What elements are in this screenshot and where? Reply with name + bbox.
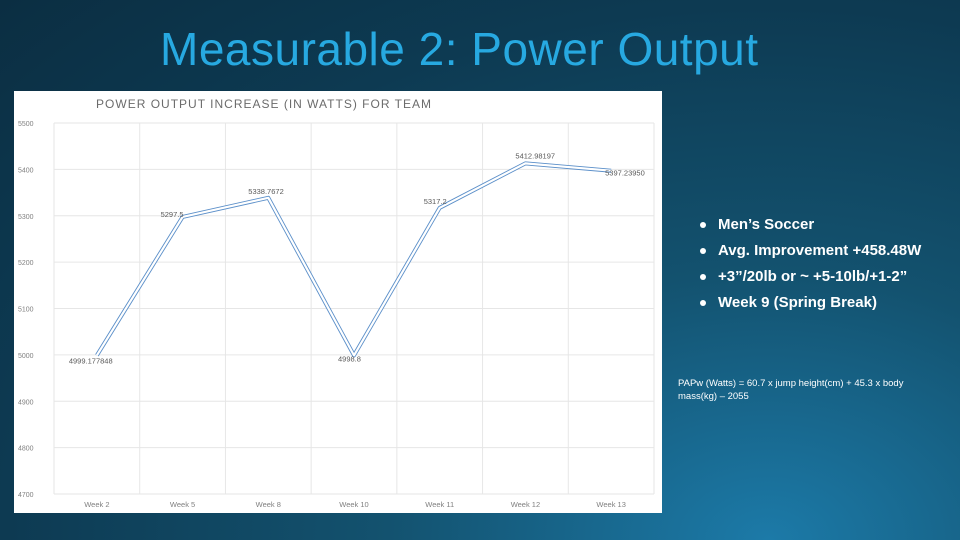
series-line-outline bbox=[95, 161, 612, 358]
data-label: 5338.7672 bbox=[248, 187, 283, 196]
y-tick-label: 4800 bbox=[18, 446, 34, 453]
y-tick-label: 5200 bbox=[18, 260, 34, 267]
slide-title: Measurable 2: Power Output bbox=[160, 23, 759, 75]
bullet-text: Men’s Soccer bbox=[718, 216, 815, 233]
x-tick-label: Week 8 bbox=[256, 500, 281, 509]
y-tick-label: 5500 bbox=[18, 121, 34, 128]
data-label: 5412.98197 bbox=[515, 151, 555, 160]
bullet-item: Week 9 (Spring Break) bbox=[700, 290, 950, 316]
x-tick-label: Week 5 bbox=[170, 500, 195, 509]
bullet-dot-icon bbox=[700, 222, 706, 228]
data-label: 5397.23950 bbox=[605, 169, 645, 178]
x-tick-label: Week 11 bbox=[425, 500, 454, 509]
chart-title: POWER OUTPUT INCREASE (IN WATTS) FOR TEA… bbox=[96, 97, 432, 111]
x-tick-label: Week 10 bbox=[339, 500, 368, 509]
bullet-list: Men’s Soccer Avg. Improvement +458.48W +… bbox=[700, 212, 950, 316]
y-tick-label: 5100 bbox=[18, 307, 34, 314]
data-label: 4999.177848 bbox=[69, 356, 113, 365]
bullet-text: Avg. Improvement +458.48W bbox=[718, 242, 922, 259]
bullet-dot-icon bbox=[700, 248, 706, 254]
data-label: 5297.5 bbox=[161, 210, 184, 219]
bullet-text: Week 9 (Spring Break) bbox=[718, 294, 877, 311]
bullet-dot-icon bbox=[700, 274, 706, 280]
y-tick-label: 5000 bbox=[18, 353, 34, 360]
chart-card: POWER OUTPUT INCREASE (IN WATTS) FOR TEA… bbox=[14, 91, 662, 513]
x-tick-label: Week 12 bbox=[511, 500, 540, 509]
x-tick-label: Week 2 bbox=[84, 500, 109, 509]
bullet-item: Avg. Improvement +458.48W bbox=[700, 238, 950, 264]
bullet-dot-icon bbox=[700, 300, 706, 306]
series-line-layer bbox=[95, 161, 612, 358]
data-label-layer: 4999.177848 5297.5 5338.7672 4998.8 5317.2 54… bbox=[69, 151, 645, 365]
grid-layer bbox=[53, 122, 655, 495]
x-tick-label: Week 13 bbox=[596, 500, 625, 509]
y-tick-label: 4900 bbox=[18, 399, 34, 406]
y-tick-label: 5400 bbox=[18, 167, 34, 174]
y-tick-label: 4700 bbox=[18, 492, 34, 499]
bullet-item: +3”/20lb or ~ +5-10lb/+1-2” bbox=[700, 264, 950, 290]
bullet-text: +3”/20lb or ~ +5-10lb/+1-2” bbox=[718, 268, 908, 285]
power-output-chart: POWER OUTPUT INCREASE (IN WATTS) FOR TEA… bbox=[18, 97, 655, 509]
formula-text: PAPw (Watts) = 60.7 x jump height(cm) + … bbox=[678, 378, 904, 402]
y-axis-labels: 5500 5400 5300 5200 5100 5000 4900 4800 4700 bbox=[18, 121, 34, 499]
y-tick-label: 5300 bbox=[18, 214, 34, 221]
x-axis-labels: Week 2 Week 5 Week 8 Week 10 Week 11 Week 12 W… bbox=[84, 500, 626, 509]
data-label: 5317.2 bbox=[424, 197, 447, 206]
bullet-item: Men’s Soccer bbox=[700, 212, 950, 238]
data-label: 4998.8 bbox=[338, 354, 361, 363]
series-line-fill bbox=[95, 162, 612, 357]
